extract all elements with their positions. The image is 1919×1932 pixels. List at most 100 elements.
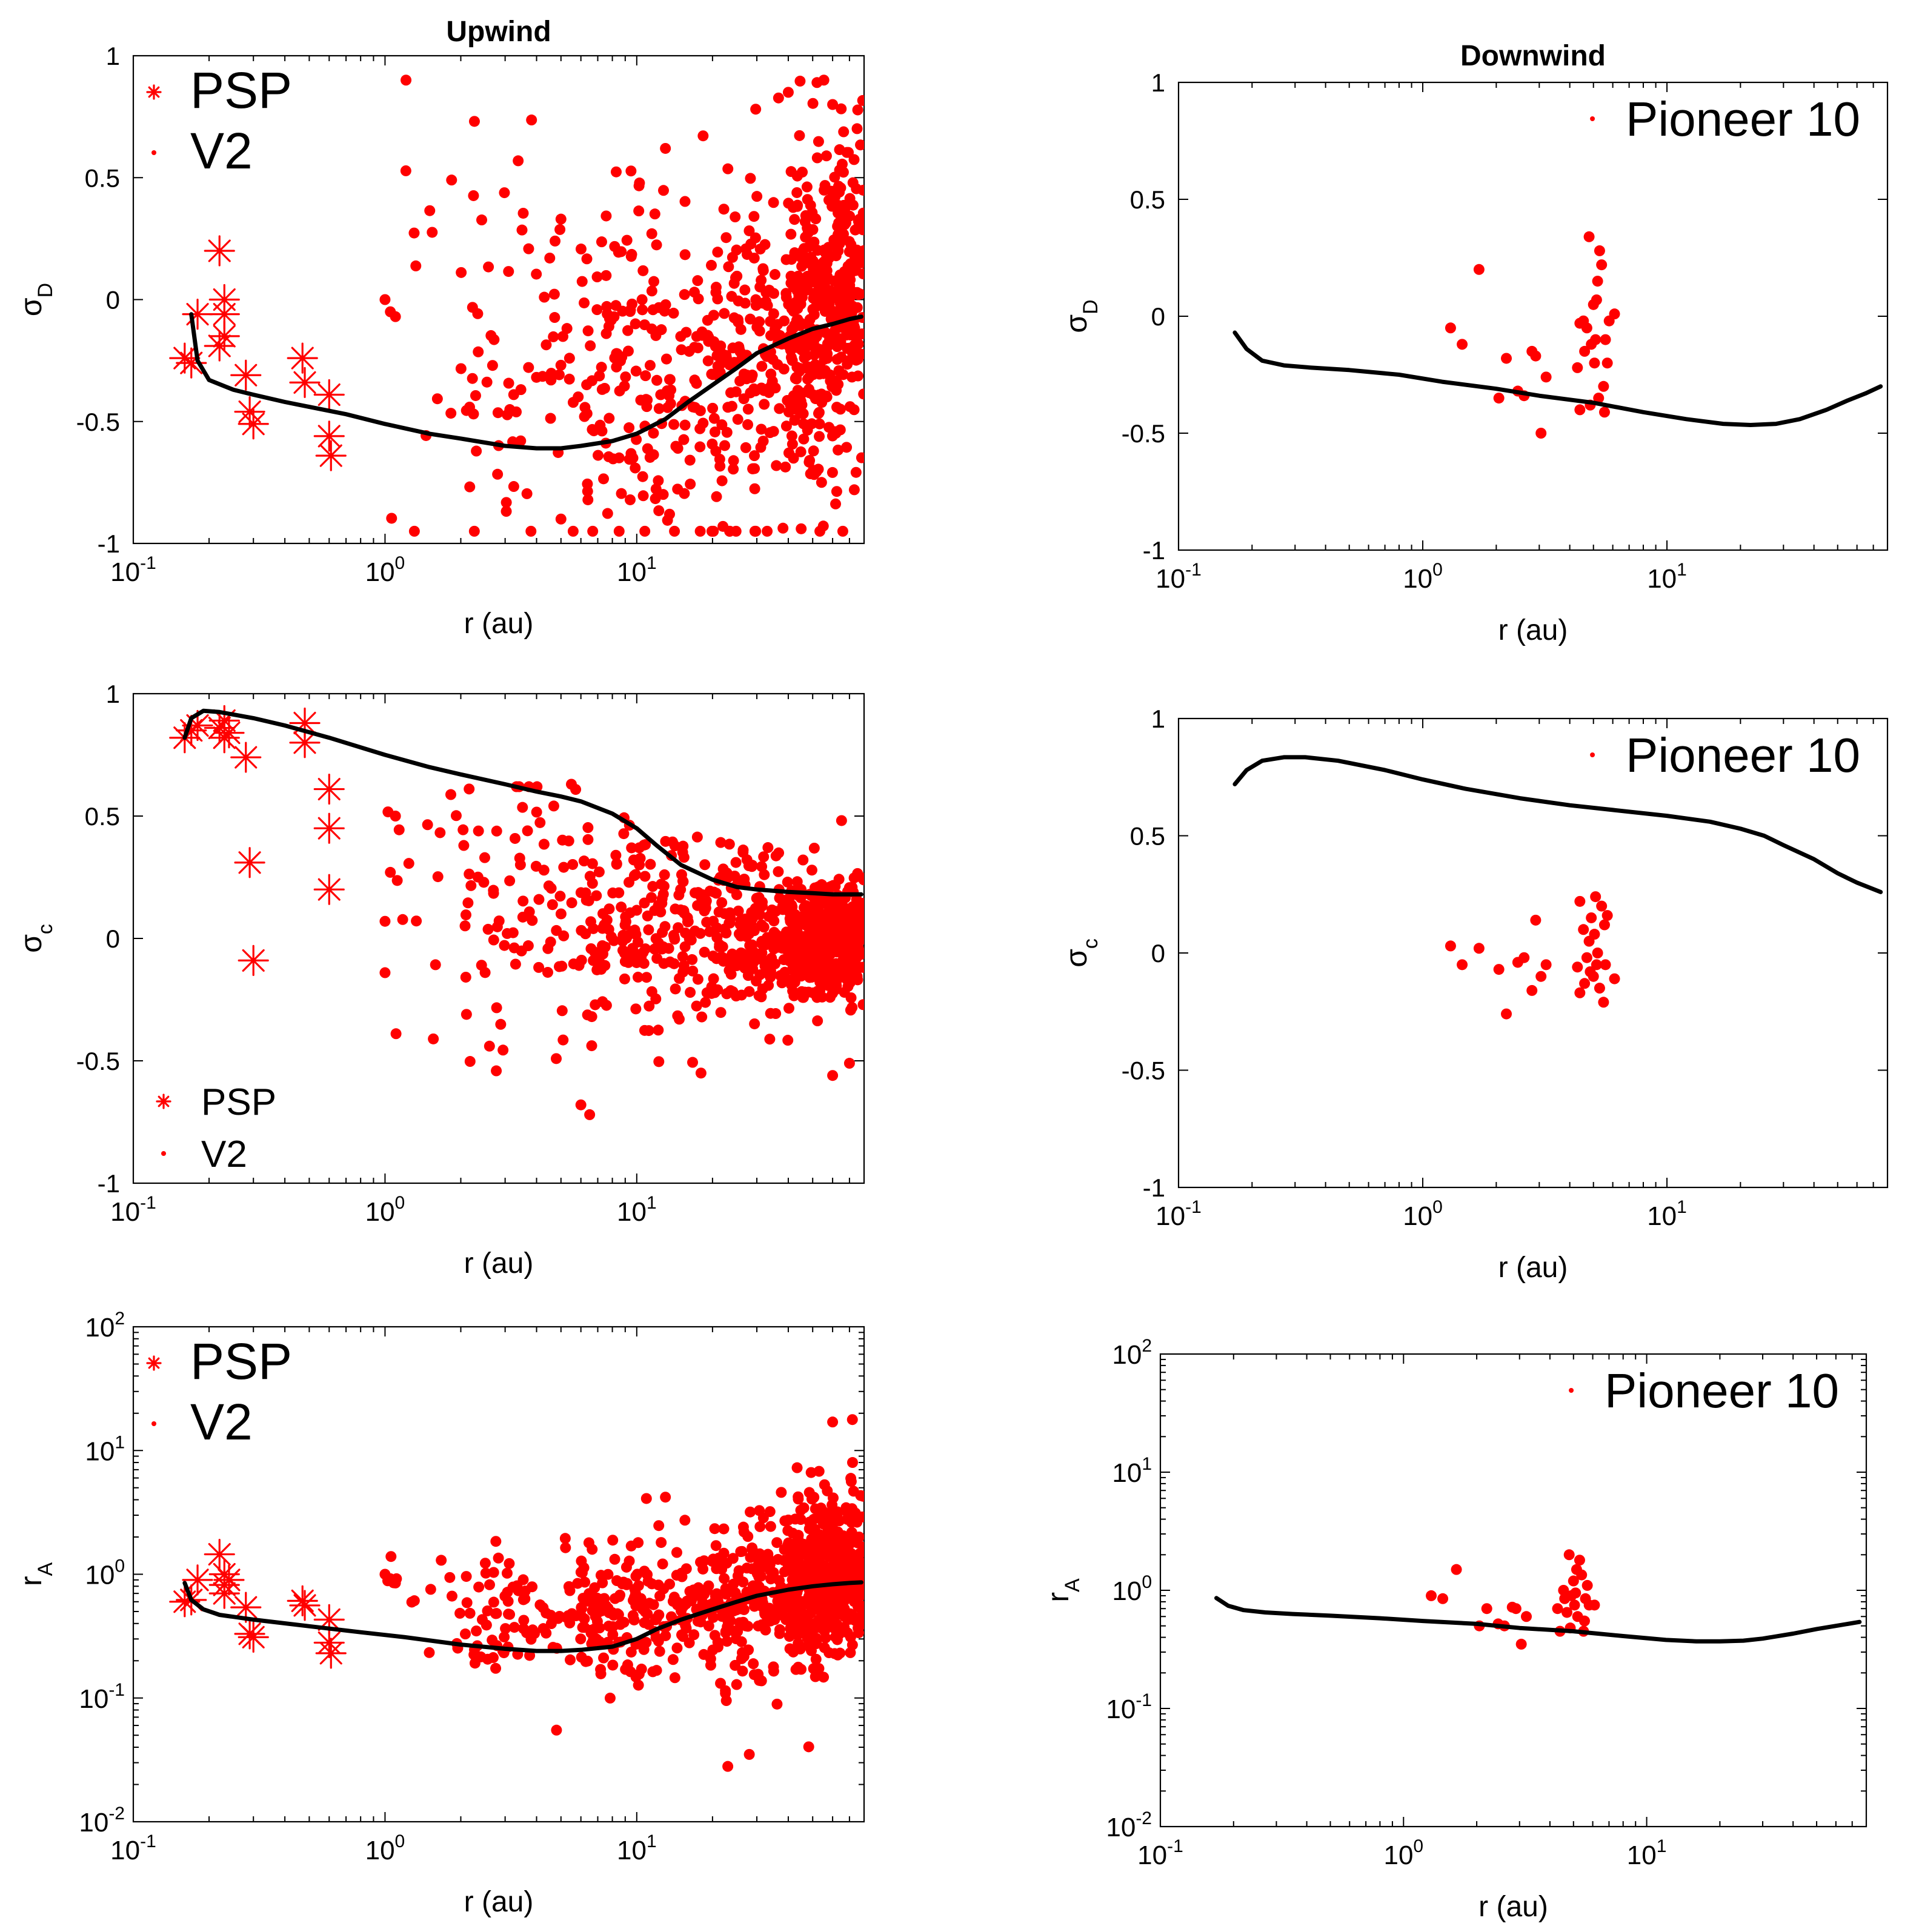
plot-frame — [1177, 81, 1889, 551]
v2-point — [650, 483, 662, 495]
v2-point — [502, 1587, 513, 1598]
v2-point — [822, 271, 833, 283]
v2-point — [464, 868, 475, 880]
v2-point — [714, 1554, 725, 1565]
v2-point — [814, 418, 825, 430]
v2-point — [846, 346, 858, 357]
y-tick-label: -0.5 — [76, 1047, 120, 1075]
y-tick-label: 0.5 — [1130, 185, 1165, 214]
v2-point — [813, 926, 824, 938]
v2-point — [519, 1593, 531, 1604]
v2-point — [379, 915, 391, 927]
v2-point — [576, 954, 587, 966]
v2-point — [558, 861, 570, 873]
v2-point — [685, 479, 696, 490]
v2-point — [810, 1653, 822, 1665]
v2-point — [830, 881, 841, 892]
v2-point — [554, 224, 566, 235]
pioneer-point — [1586, 912, 1597, 923]
v2-point — [677, 951, 688, 963]
v2-point — [461, 1597, 473, 1608]
v2-point — [575, 887, 587, 898]
y-tick-label: 10-1 — [1106, 1690, 1152, 1724]
v2-point — [602, 1569, 614, 1580]
v2-point — [733, 905, 744, 917]
v2-point — [769, 324, 780, 335]
v2-point — [802, 1558, 814, 1569]
pioneer-point — [1590, 334, 1601, 345]
v2-point — [379, 967, 391, 978]
v2-point — [589, 1632, 600, 1644]
v2-point — [592, 1607, 604, 1619]
v2-point — [479, 852, 490, 863]
v2-point — [411, 915, 422, 927]
plot-area — [1232, 755, 1883, 1020]
v2-point — [611, 361, 622, 373]
v2-point — [699, 946, 710, 958]
v2-point — [720, 232, 732, 244]
v2-point — [634, 178, 645, 189]
v2-point — [549, 312, 560, 324]
v2-point — [810, 1558, 822, 1569]
v2-point — [625, 165, 637, 177]
v2-point — [579, 297, 590, 308]
v2-point — [488, 1596, 499, 1608]
v2-point — [657, 888, 669, 900]
v2-point — [709, 1523, 720, 1535]
v2-point — [581, 253, 593, 265]
v2-point — [825, 925, 836, 937]
v2-point — [576, 1602, 587, 1613]
v2-point — [842, 1513, 853, 1525]
pioneer-point — [1579, 345, 1591, 357]
legend-label: V2 — [190, 122, 253, 179]
y-tick-label: 1 — [106, 42, 120, 70]
v2-point — [735, 1546, 747, 1558]
model-curve — [1232, 330, 1883, 427]
pioneer-point — [1572, 961, 1583, 973]
psp-point — [204, 330, 235, 362]
v2-point — [454, 1607, 466, 1619]
v2-point — [756, 938, 767, 949]
v2-point — [833, 181, 844, 192]
v2-point — [737, 1521, 749, 1533]
v2-point — [677, 875, 688, 887]
v2-point — [794, 917, 806, 929]
v2-point — [665, 398, 676, 410]
v2-point — [831, 402, 843, 413]
legend-label: PSP — [190, 1333, 292, 1390]
v2-point — [632, 971, 644, 983]
v2-point — [852, 868, 863, 879]
v2-point — [668, 307, 679, 319]
pioneer-point — [1535, 428, 1547, 439]
v2-point — [788, 453, 799, 464]
v2-point — [567, 525, 579, 537]
v2-point — [813, 463, 824, 475]
v2-point — [711, 491, 722, 502]
pioneer-point — [1561, 1607, 1573, 1618]
v2-point — [777, 522, 789, 534]
v2-point — [559, 1533, 571, 1544]
x-tick-label: 101 — [1647, 1197, 1687, 1231]
v2-point — [481, 376, 493, 388]
pioneer-point — [1530, 914, 1542, 926]
v2-point — [613, 452, 625, 463]
v2-point — [707, 951, 719, 962]
v2-point — [770, 1008, 782, 1020]
x-tick-label: 101 — [1647, 560, 1687, 594]
v2-point — [728, 463, 739, 475]
v2-point — [593, 866, 605, 878]
v2-point — [533, 894, 545, 905]
v2-point — [711, 1588, 722, 1599]
v2-point — [709, 426, 720, 437]
v2-point — [719, 308, 730, 319]
v2-point — [688, 1629, 700, 1641]
v2-point — [757, 436, 769, 447]
v2-point — [837, 167, 849, 178]
v2-point — [730, 857, 742, 868]
v2-point — [725, 969, 737, 980]
v2-point — [639, 897, 650, 909]
v2-point — [691, 331, 702, 342]
pioneer-point — [1515, 1638, 1527, 1650]
v2-point — [500, 1623, 511, 1635]
